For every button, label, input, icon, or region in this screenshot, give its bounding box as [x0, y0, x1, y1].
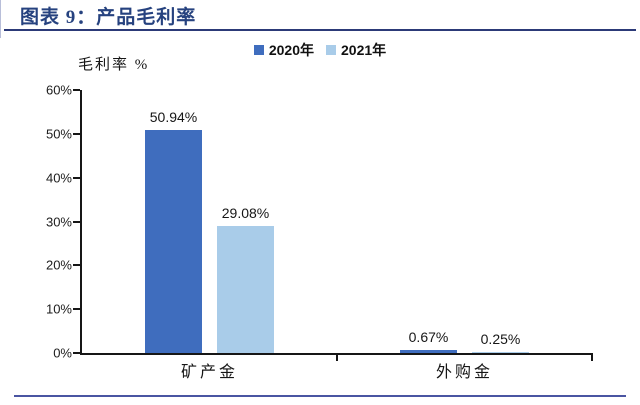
bar-value-label: 0.25%: [480, 330, 521, 347]
y-tick-label: 50%: [45, 126, 72, 142]
y-tick-mark: [73, 89, 80, 91]
x-tick-mark: [591, 353, 593, 361]
y-tick-mark: [73, 264, 80, 267]
legend-label: 2021年: [341, 42, 387, 58]
legend-item-2020年: 2020年: [253, 40, 314, 60]
y-tick-mark: [73, 308, 80, 311]
figure-title: 图表 9：产品毛利率: [20, 7, 197, 28]
chart-legend: 2020年 2021年: [0, 42, 640, 58]
bar-value-label: 29.08%: [221, 204, 270, 221]
legend-swatch-icon: [326, 45, 336, 55]
plot-area: 0% 10% 20% 30% 40% 50% 60% 50.94% 29.08% 矿产金 0.67%…: [46, 83, 593, 381]
y-axis-title: 毛利率 %: [78, 57, 150, 73]
y-tick-label: 20%: [45, 257, 72, 273]
x-category-label: 外购金: [435, 364, 494, 381]
bar-2021年-矿产金: [217, 225, 274, 353]
x-tick-mark: [336, 353, 338, 361]
bar-2020年-外购金: [400, 350, 457, 353]
legend-label: 2020年: [268, 42, 314, 58]
y-tick-label: 30%: [45, 214, 72, 229]
y-tick-label: 60%: [45, 82, 72, 98]
y-tick-mark: [73, 220, 80, 223]
bar-2020年-矿产金: [145, 129, 202, 353]
page-edge-artifact: [0, 0, 1, 38]
bottom-divider: [14, 395, 626, 397]
legend-item-2021年: 2021年: [326, 40, 386, 60]
x-category-label: 矿产金: [180, 364, 239, 381]
y-tick-mark: [73, 176, 80, 179]
y-tick-mark: [73, 352, 80, 354]
bar-value-label: 50.94%: [149, 108, 198, 125]
bar-2021年-外购金: [472, 351, 529, 353]
y-tick-mark: [73, 132, 80, 135]
legend-swatch-icon: [253, 45, 264, 55]
title-divider: [4, 29, 636, 31]
y-tick-label: 40%: [45, 170, 72, 186]
y-tick-label: 10%: [45, 301, 72, 317]
y-tick-label: 0%: [53, 345, 72, 361]
bar-value-label: 0.67%: [408, 329, 449, 346]
